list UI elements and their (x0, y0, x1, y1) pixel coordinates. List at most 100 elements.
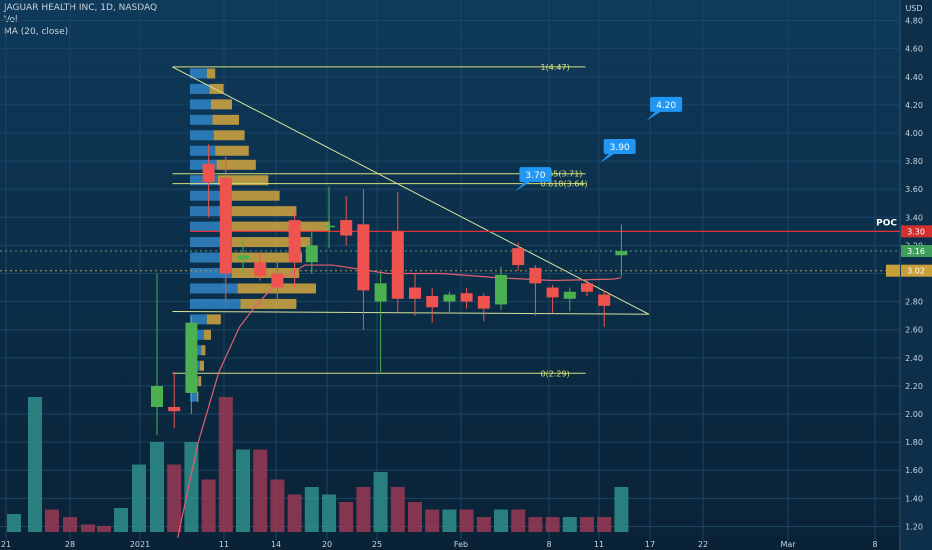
x-tick-label: 8 (872, 540, 877, 549)
volume-bar (304, 487, 319, 532)
y-tick-label: 2.40 (905, 354, 923, 363)
candle-body (374, 283, 387, 302)
volume-bar (476, 517, 491, 532)
volume-profile-down-bar (240, 298, 297, 309)
candle-body (340, 220, 353, 236)
candle (305, 231, 318, 274)
candle (288, 210, 301, 288)
volume-bar (408, 502, 422, 532)
callout-box (603, 139, 636, 155)
volume-profile-down-bar (223, 206, 297, 217)
volume-bar (167, 464, 182, 532)
candle (546, 284, 559, 313)
candle (151, 273, 163, 436)
volume-bar (184, 442, 199, 532)
candle-body (581, 283, 593, 292)
candle (185, 315, 198, 415)
y-tick-label: 4.60 (905, 45, 923, 54)
candle-body (426, 295, 439, 308)
volume-profile-up-bar (190, 114, 213, 125)
candle (581, 279, 593, 296)
volume-profile-down-bar (206, 314, 221, 325)
y-tick-label: 3.60 (905, 185, 923, 194)
candle-body (202, 163, 215, 183)
x-tick-label: 22 (698, 540, 708, 549)
volume-bar (580, 517, 594, 532)
candle-body (563, 291, 576, 299)
callout-label: 3.90 (610, 143, 630, 153)
moving-average-label: MA (20, close) (4, 27, 69, 37)
fib-level-label: 0.65(3.71) (541, 170, 583, 179)
volume-profile-up-bar (190, 252, 232, 263)
support-trendline (172, 310, 649, 315)
callout-label: 4.20 (656, 101, 676, 111)
y-tick-label: 4.20 (905, 101, 923, 110)
volume-profile-down-bar (204, 329, 211, 340)
candle-body (409, 287, 421, 299)
previous-close-marker (886, 264, 900, 277)
candle-body (185, 322, 198, 393)
fib-level-label: 0.618(3.64) (541, 180, 588, 189)
x-tick-label: 21 (1, 540, 11, 549)
fib-level-label: 0(2.29) (541, 369, 570, 378)
volume-profile-up-bar (190, 268, 232, 278)
x-tick-label: 11 (219, 540, 229, 549)
volume-profile-down-bar (212, 114, 239, 125)
volume-profile-up-bar (190, 130, 214, 141)
y-tick-label: 4.80 (905, 17, 923, 26)
x-tick-label: 28 (65, 540, 75, 549)
volume-bar (322, 494, 336, 532)
volume-profile-up-bar (190, 283, 238, 294)
x-tick-label: 17 (645, 540, 655, 549)
candle (512, 242, 525, 271)
y-tick-label: 1.80 (905, 438, 923, 447)
candle (443, 291, 456, 313)
volume-indicator-label: Vol (4, 15, 18, 25)
y-tick-label: 2.00 (905, 410, 923, 419)
candle-body (529, 267, 542, 284)
y-tick-label: 3.40 (905, 213, 923, 222)
y-tick-label: 4.40 (905, 73, 923, 82)
volume-profile-up-bar (190, 314, 207, 325)
volume-profile-down-bar (201, 345, 206, 356)
candle (323, 186, 335, 249)
volume-profile-up-bar (190, 190, 221, 201)
candle-body (305, 245, 318, 263)
previous-close-price-tag-text: 3.02 (907, 267, 925, 276)
volume-bar (132, 464, 146, 532)
x-tick-label: 8 (546, 540, 551, 549)
candle-body (271, 273, 284, 288)
candle-body (443, 294, 456, 302)
volume-profile-down-bar (211, 99, 232, 110)
volume-bar (545, 517, 560, 532)
volume-bars (7, 397, 629, 532)
volume-bar (150, 442, 164, 532)
candle (168, 371, 181, 429)
volume-bar (45, 509, 59, 532)
x-tick-label: 2021 (130, 540, 150, 549)
volume-bar (459, 509, 474, 532)
volume-profile-up-bar (190, 145, 216, 156)
candle (357, 189, 370, 330)
candles (151, 144, 628, 436)
volume-bar (442, 509, 457, 532)
volume-profile-down-bar (237, 283, 316, 294)
volume-bar (201, 479, 216, 532)
callout-box (650, 96, 683, 112)
x-tick-label: Feb (454, 540, 468, 549)
volume-bar (614, 487, 629, 532)
volume-profile-down-bar (198, 376, 202, 387)
volume-bar (81, 524, 95, 532)
volume-profile-down-bar (218, 175, 269, 186)
volume-bar (236, 449, 250, 532)
candle-body (323, 225, 335, 228)
candle-body (237, 255, 249, 260)
volume-profile-down-bar (220, 190, 280, 201)
volume-profile-up-bar (190, 68, 207, 79)
candle-body (254, 262, 267, 277)
candle (374, 273, 387, 372)
volume-bar (270, 479, 285, 532)
volume-profile-up-bar (190, 206, 224, 217)
x-tick-label: 11 (594, 540, 604, 549)
